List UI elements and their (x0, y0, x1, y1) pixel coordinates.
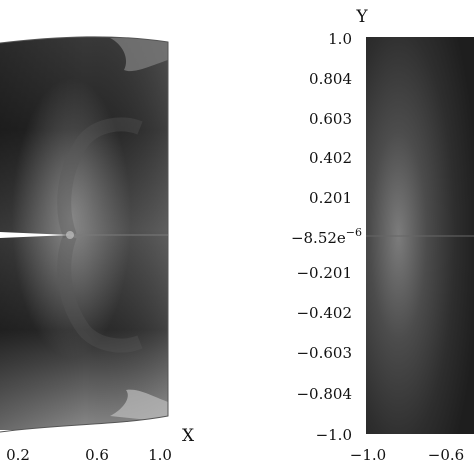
y-tick-label-5-exp: −6 (346, 226, 362, 239)
y-tick-label-9: −0.804 (296, 385, 352, 403)
x-tick-label-2: 1.0 (148, 446, 172, 464)
left-field-image (0, 36, 168, 430)
y-tick-label-5-base: −8.52e (291, 229, 346, 247)
y-tick-label-4: 0.201 (309, 189, 352, 207)
crack-line (0, 232, 70, 238)
x-tick-label-1: 0.6 (85, 446, 109, 464)
y-axis-title: Y (355, 7, 368, 27)
y-tick-label-10: −1.0 (316, 426, 352, 444)
x-tick-label-0: 0.2 (6, 446, 30, 464)
y-tick-label-2: 0.603 (309, 110, 352, 128)
left-panel: 0.2 0.6 1.0 X (0, 36, 195, 464)
y-tick-label-0: 1.0 (328, 30, 352, 48)
x-axis-title: X (182, 426, 195, 446)
right-panel: Y 1.0 0.804 0.603 0.402 0.201 −8.52e−6 −… (291, 7, 474, 464)
y-tick-label-7: −0.402 (296, 304, 352, 322)
y-tick-label-3: 0.402 (309, 149, 352, 167)
y-tick-label-5: −8.52e−6 (291, 226, 362, 247)
domain-outline (0, 36, 169, 433)
y-tick-label-8: −0.603 (296, 344, 352, 362)
x-tick-label-right-0: −1.0 (350, 446, 386, 464)
stress-concentration (66, 231, 74, 239)
y-tick-label-6: −0.201 (296, 264, 352, 282)
y-tick-label-1: 0.804 (309, 70, 352, 88)
x-tick-label-right-1: −0.6 (428, 446, 464, 464)
